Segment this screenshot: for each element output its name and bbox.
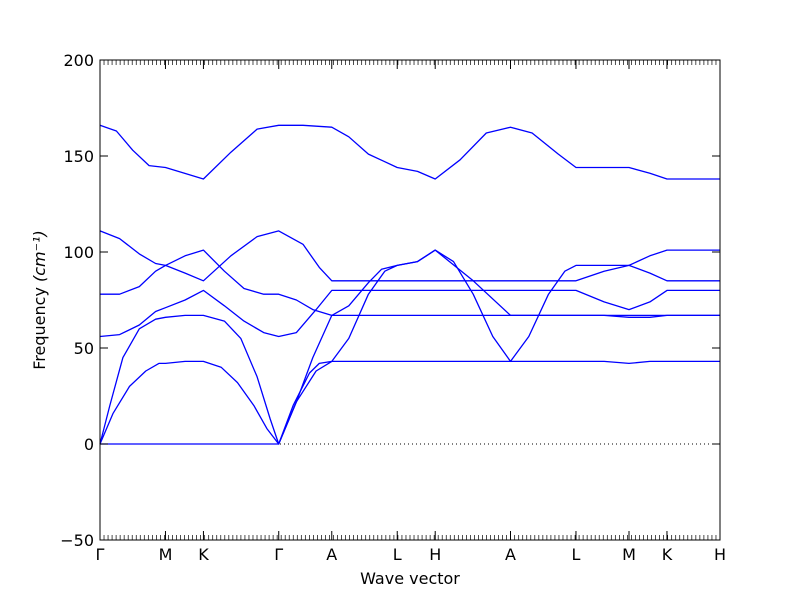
- x-tick-label: K: [662, 545, 673, 564]
- x-tick-label: H: [714, 545, 726, 564]
- x-tick-label: H: [429, 545, 441, 564]
- x-tick-label: M: [159, 545, 173, 564]
- phonon-branch-2: [99, 230, 720, 282]
- phonon-branch-4: [99, 289, 720, 338]
- x-tick-label: K: [198, 545, 209, 564]
- y-tick-label: 50: [74, 339, 94, 358]
- phonon-branch-1: [99, 124, 720, 180]
- y-axis-label: Frequency (cm⁻¹): [30, 230, 49, 369]
- x-tick-label: Γ: [274, 545, 283, 564]
- phonon-branch-7: [100, 360, 720, 445]
- x-tick-label: A: [505, 545, 516, 564]
- y-tick-label: 100: [63, 243, 94, 262]
- series-layer: [99, 124, 720, 445]
- x-tick-label: A: [326, 545, 337, 564]
- x-tick-label: M: [622, 545, 636, 564]
- x-axis-label: Wave vector: [360, 569, 460, 588]
- y-tick-label: −50: [60, 531, 94, 550]
- y-tick-label: 200: [63, 51, 94, 70]
- plot-background: [100, 60, 720, 540]
- x-tick-label: L: [572, 545, 581, 564]
- x-tick-label: Γ: [96, 545, 105, 564]
- tick-layer: −50 0 50 100 150 200 Γ M K Γ A L H A L M K H: [60, 51, 726, 564]
- phonon-branch-3: [100, 249, 720, 363]
- y-tick-label: 0: [84, 435, 94, 454]
- plot-frame: [99, 59, 721, 541]
- x-tick-label: L: [393, 545, 402, 564]
- y-tick-label: 150: [63, 147, 94, 166]
